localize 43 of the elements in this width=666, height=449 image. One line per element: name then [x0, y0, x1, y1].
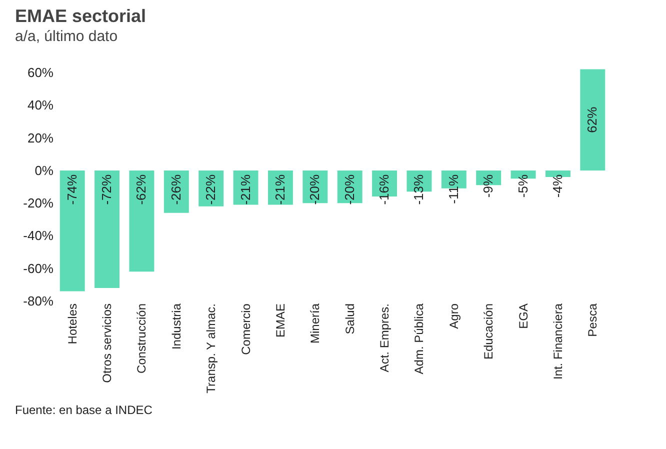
- data-label: -11%: [446, 174, 461, 204]
- x-tick-label: Industria: [169, 303, 184, 350]
- data-label: -74%: [64, 174, 80, 205]
- x-tick-label: Act. Empres.: [378, 304, 392, 372]
- data-label: -13%: [411, 174, 426, 205]
- data-label: -9%: [480, 174, 496, 198]
- y-tick-label: 20%: [27, 130, 54, 146]
- data-label: -20%: [307, 174, 322, 205]
- chart-subtitle: a/a, último dato: [15, 28, 118, 45]
- source-note: Fuente: en base a INDEC: [15, 403, 153, 417]
- y-tick-label: -80%: [23, 294, 54, 308]
- data-label: -16%: [376, 174, 392, 205]
- x-tick-label: Construcción: [134, 304, 149, 374]
- y-tick-label: 40%: [27, 98, 54, 113]
- data-label: -26%: [168, 174, 184, 205]
- x-tick-label: EMAE: [273, 304, 288, 338]
- data-label: -62%: [134, 174, 149, 205]
- data-label: -22%: [203, 174, 218, 205]
- data-label: -20%: [342, 174, 357, 205]
- x-tick-label: Minería: [308, 303, 322, 344]
- y-tick-label: -20%: [23, 196, 54, 211]
- data-label: -21%: [272, 174, 288, 205]
- data-label: -21%: [238, 174, 253, 205]
- x-tick-label: Comercio: [238, 303, 253, 355]
- data-label: -5%: [515, 174, 530, 198]
- x-tick-label: EGA: [516, 304, 530, 329]
- x-tick-label: Adm. Pública: [412, 303, 426, 374]
- x-tick-label: Pesca: [586, 303, 600, 337]
- chart-title: EMAE sectorial: [15, 6, 146, 26]
- x-tick-label: Int. Financiera: [550, 303, 565, 380]
- y-tick-label: 60%: [27, 65, 54, 80]
- data-label: 62%: [584, 106, 600, 133]
- x-tick-label: Transp. Y almac.: [204, 304, 218, 394]
- x-tick-label: Salud: [342, 304, 357, 334]
- x-tick-label: Otros servicios: [100, 304, 114, 383]
- x-tick-label: Agro: [446, 303, 461, 329]
- data-label: -4%: [550, 174, 565, 198]
- y-tick-label: -60%: [23, 260, 54, 276]
- x-tick-label: Hoteles: [65, 304, 80, 344]
- x-tick-label: Educación: [482, 304, 496, 360]
- data-label: -72%: [99, 174, 114, 205]
- y-tick-label: 0%: [34, 162, 54, 178]
- y-tick-label: -40%: [23, 228, 54, 244]
